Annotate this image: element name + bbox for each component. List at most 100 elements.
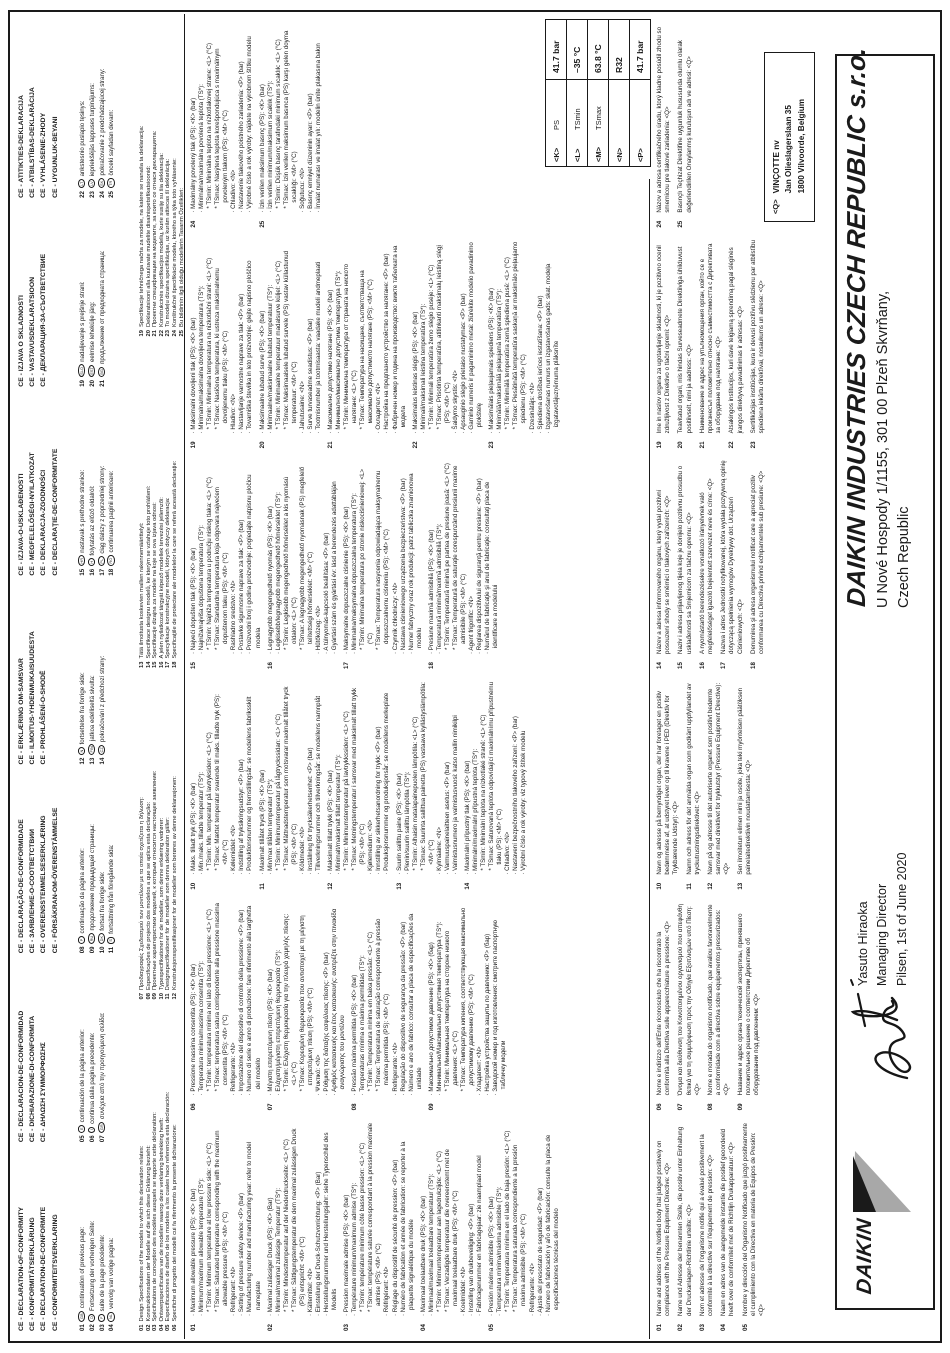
spec-line: · Минимально/Максимально допустимая темп… <box>435 921 443 1096</box>
spec-line: · Nastavenie tlakového poistného zariade… <box>238 61 246 213</box>
spec-line: * TSmax: Standardna temperatura koja odg… <box>214 487 230 650</box>
language-code-badge: RO <box>107 555 115 567</box>
spec-line: * TSmax: Maksimaalsele lubatud survele (… <box>282 250 298 430</box>
spec-line: · Výrobné číslo a rok výroby: nájdete na… <box>246 36 254 213</box>
spec-line: · Min./maks. tilladte temperatur (TS*): <box>198 771 206 875</box>
line-number: 13 <box>139 661 145 668</box>
spec-line: · Reglarea dispozitivului de siguranţă p… <box>476 478 484 654</box>
continuation-text: Fortsetzung der vorherigen Seite: <box>88 1220 96 1311</box>
spec-item-lines: · Maximalt tillåtet tryck (PS): <K> (bar… <box>259 681 324 875</box>
ce-declaration-title: CE - DECLARATION-DE-CONFORMITE <box>40 1206 48 1331</box>
ce-declaration-title: CE - OVERENSSTEMMELSESERKLÆRING <box>40 815 48 954</box>
spec-item-lines: · Pressione massima consentita (PS): <K>… <box>190 902 263 1096</box>
notified-item: 12 Navn på og adresse til det autoriserte… <box>707 681 732 890</box>
intro-text: To modeļu dizaina specifikācijas, uz kur… <box>165 158 172 328</box>
intro-line: 20 Deklaratsiooni alla kuuluvate mudelite… <box>146 19 153 337</box>
continuation-line: 13 FIN jatkoa edelliseltä sivulta: <box>87 586 98 764</box>
value-label: TSmin <box>566 79 588 134</box>
spec-line: · Μέγιστη επιτρεπόμενη πίεση (PS): <K> (… <box>266 969 274 1096</box>
notified-column: 10 Navn og adresse på bemyndiget organ, d… <box>656 681 758 890</box>
continuation-text: fortsat fra forrige side: <box>98 871 106 931</box>
notified-item: 21 Наименование и адрес на упълномощения … <box>699 240 724 449</box>
continuation-line: 21 BG продължение от предходната страниц… <box>97 208 108 387</box>
notified-item-text: Название и адрес органа технической эксп… <box>736 913 760 1096</box>
spec-line: · Refrigerante: <N> <box>391 1042 399 1096</box>
spec-line: · Kältemittel: <N> <box>306 1268 314 1316</box>
spec-column: 15 · Najveći dopušten tlak (PS): <K> (bar… <box>190 460 504 669</box>
spec-line: · Temperatura minima/massima consentita … <box>198 961 206 1096</box>
spec-line: · İzin verilen minimum/maksimum sıcaklık… <box>266 80 274 213</box>
continuation-group: 19 SLO nadaljevanje s prejšnje strani: 20… <box>78 208 117 387</box>
notified-item-number: 09 <box>736 1103 744 1111</box>
line-number: 15 <box>152 661 159 668</box>
spec-line: * TSmax: Saturated temperature correspon… <box>214 1130 230 1312</box>
intro-text: Tätä ilmoitusta koskevien mallien rakenn… <box>139 522 145 659</box>
intro-text: Spécifications de conception des modèles… <box>152 1112 159 1322</box>
ce-declaration-title: CE - FÖRSÄKRAN-OM-ÖVERENSTÄMMELSE <box>51 807 59 954</box>
notified-item-number: 05 <box>741 1324 749 1331</box>
spec-line: * TSmin: température minimum côté basse … <box>359 1142 367 1312</box>
spec-item-number: 19 <box>190 441 197 449</box>
line-number: 24 <box>98 191 106 198</box>
spec-column: 06 · Pressione massima consentita (PS): <… <box>190 902 512 1111</box>
continuation-text: fortsettelse fra forrige side: <box>79 672 86 745</box>
spec-line: · Koelmiddel: <N> <box>460 1266 467 1316</box>
line-number: 05 <box>79 1135 86 1143</box>
spec-line: · Inställning för trycksäkerhetsenhet: <… <box>306 747 314 875</box>
notified-item: 24 Názov a adresa certifikačného úradu, k… <box>656 19 672 228</box>
line-number: 10 <box>158 993 165 1000</box>
spec-item-lines: · Pressão máxima permitida (PS): <K> (ba… <box>351 902 424 1096</box>
spec-line: · Minimali/maksimali leistina temperatūr… <box>419 303 427 434</box>
continuation-text: pokračování z předchozí strany: <box>98 655 106 743</box>
line-number: 11 <box>108 946 116 954</box>
line-number: 16 <box>158 661 165 668</box>
notified-item-text: A nyomástartó berendezésekre vonatkozó i… <box>698 478 714 654</box>
spec-line: · Nastawa ciśnieniowego urządzenia bezpi… <box>399 478 407 654</box>
spec-item: 01 · Maximum allowable pressure (PS): <K>… <box>190 1122 263 1331</box>
notified-item-text: Nome e morada do organismo notificado, q… <box>706 904 731 1096</box>
ce-declaration-title: CE - IZJAVA-O-USKLAĐENOSTI <box>18 473 25 576</box>
spec-line: * TSmax: Температура на насищане, съотве… <box>359 270 375 430</box>
spec-line: · Hladivo: <N> <box>230 393 238 434</box>
spec-line: · Température minimum/maximum admise (TS… <box>351 1182 359 1316</box>
spec-line: · Suurin sallittu paine (PS): <K> (bar) <box>395 773 403 875</box>
intro-text: Specifiche di progetto dei modelli cui f… <box>171 1124 178 1322</box>
spec-item-number: 16 <box>266 662 274 669</box>
company-name: DAIKIN INDUSTRIES CZECH REPUBLIC s.r.o. <box>841 46 871 608</box>
continuation-text: ciąg dalszy z poprzedniej strony: <box>98 465 106 554</box>
intro-line: 14 Specifikace designu modelů, ke kterým … <box>146 351 153 669</box>
notified-item: 05 Nombre y dirección del Organismo Notif… <box>742 1122 767 1331</box>
table-row: <K> PS 41.7 bar <box>545 19 567 167</box>
spec-line: * TSmax: Metningstemperatur i samsvar me… <box>351 687 367 871</box>
notified-item-text: Atsakingos institucijos, kuri davė teigi… <box>728 247 744 434</box>
continuation-text: nastavak s prethodne stranice: <box>79 469 86 553</box>
intro-text: Konštrukčné špecifikácie modelu, ktorého… <box>171 158 178 328</box>
continuation-line: 25 TR önceki sayfadan devam: <box>107 19 117 198</box>
continuation-line: 01 GB continuation of previous page: <box>78 1152 88 1331</box>
spec-line: · Maximum allowable pressure (PS): <K> (… <box>190 1188 197 1316</box>
spec-item-number: 20 <box>258 441 266 449</box>
spec-line: · Hűtőközeg: <N> <box>314 605 322 655</box>
spec-item: 10 · Maks. tilladt tryk (PS): <K> (bar) · … <box>190 681 255 890</box>
ce-declaration-title: CE - VASTAVUSDEKLARATSIOON <box>29 276 37 387</box>
intro-text: Deklaratsiooni alla kuuluvate mudelite d… <box>145 165 152 328</box>
intro-group: 19 Specifikacije tehničnega načrta za mod… <box>139 19 185 337</box>
language-code-badge: EST <box>87 364 96 378</box>
continuation-line: 24 SK pokračovanie z predchádzajúcej str… <box>97 19 108 198</box>
notified-item-number: 24 <box>656 220 663 228</box>
spec-item-number: 04 <box>419 1324 427 1331</box>
value-amount: 63.8 °C <box>587 19 609 80</box>
ce-declaration-title: CE - DICHIARAZIONE-DI-CONFORMITA <box>29 1015 37 1143</box>
spec-line: · Minimālā/maksimālā pieļaujamā temperat… <box>496 288 504 434</box>
spec-item-number: 08 <box>351 1103 359 1111</box>
spec-line: · Numero di serie e anno di produzione: … <box>246 905 262 1096</box>
spec-line: · Maksimalus leistinas slėgis (PS): <K> … <box>411 311 419 434</box>
line-number: 08 <box>79 946 86 954</box>
spec-line: · Numărul de fabricaţie şi anul de fabri… <box>484 481 500 654</box>
spec-line: · Максимально допустимое давление (PS): … <box>427 942 435 1096</box>
intro-text: Specifikacije tehničnega načrta za model… <box>139 125 145 328</box>
value-code: <K> <box>551 147 561 162</box>
intro-text: Προδιαγραφές Σχεδιασμού των μοντέλων με … <box>139 797 145 991</box>
line-number: 17 <box>98 568 106 576</box>
intro-line: 23 To modeļu dizaina specifikācijas, uz k… <box>165 19 172 337</box>
